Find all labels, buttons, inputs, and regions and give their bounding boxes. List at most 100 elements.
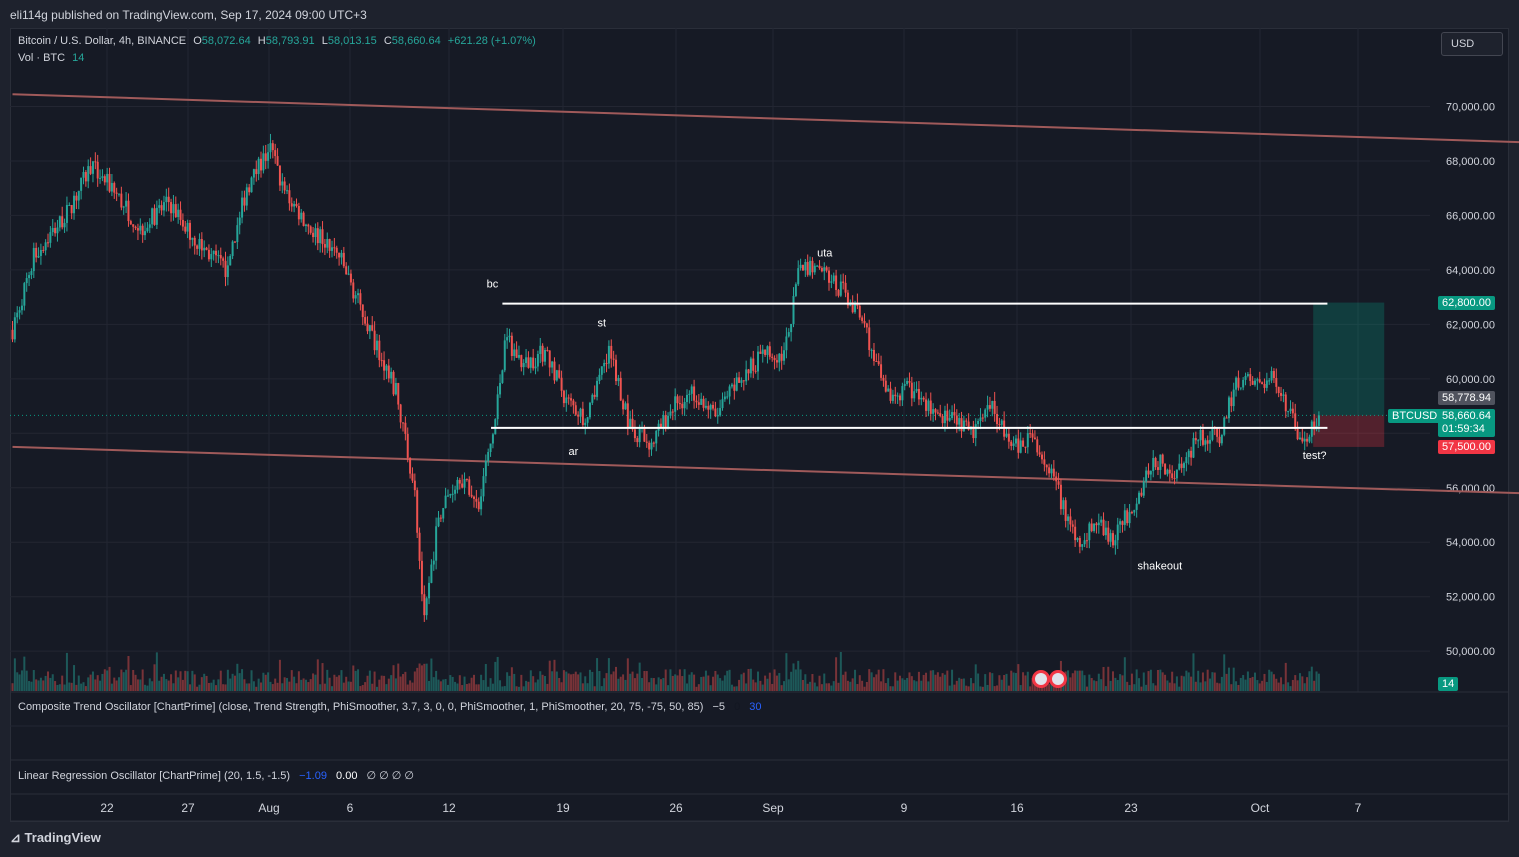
volume-bar [1138, 678, 1141, 691]
candle-body [276, 156, 279, 166]
volume-bar [1216, 682, 1219, 691]
volume-bar [560, 682, 563, 691]
candle-body [790, 323, 793, 333]
volume-bar [1095, 681, 1098, 691]
x-tick-label: 9 [901, 801, 908, 815]
volume-bar [818, 675, 821, 691]
candle-body [757, 351, 759, 372]
channel-lower-line[interactable] [12, 445, 1519, 503]
x-tick-label: 23 [1124, 801, 1138, 815]
volume-bar [271, 684, 274, 691]
volume-bar [820, 684, 823, 691]
volume-bar [198, 684, 201, 691]
position-profit-zone[interactable] [1313, 302, 1385, 416]
volume-bar [300, 679, 303, 691]
volume-bar [399, 676, 402, 691]
linear-regression-oscillator-legend[interactable]: Linear Regression Oscillator [ChartPrime… [18, 769, 414, 782]
candle-body [735, 377, 738, 391]
volume-bar [323, 683, 326, 691]
annotation-test[interactable]: test? [1303, 450, 1327, 462]
candle-body [402, 422, 404, 424]
candle-body [1059, 484, 1062, 510]
candle-body [1090, 523, 1093, 532]
candle-body [891, 394, 894, 401]
published-caption: eli114g published on TradingView.com, Se… [10, 8, 367, 22]
volume-bar [922, 674, 925, 691]
volume-bar [837, 682, 840, 691]
candle-body [470, 494, 473, 497]
volume-bar [901, 678, 904, 691]
volume-bar [371, 683, 374, 691]
candle-body [468, 479, 471, 495]
volume-bar [643, 671, 646, 691]
position-stop-zone[interactable] [1313, 415, 1385, 447]
candle-body [91, 161, 94, 174]
currency-button[interactable]: USD [1441, 32, 1503, 56]
volume-bar [1102, 666, 1105, 691]
candle-body [1064, 500, 1067, 521]
annotation-uta[interactable]: uta [817, 247, 833, 259]
candle-body [200, 238, 203, 251]
volume-bar [475, 684, 478, 691]
volume-bar [446, 684, 449, 691]
annotation-ar[interactable]: ar [569, 446, 579, 458]
candle-body [56, 227, 59, 234]
candle-body [555, 370, 558, 381]
us-flag-event-icon-inner [1052, 673, 1064, 685]
volume-label[interactable]: Vol · BTC [18, 52, 66, 64]
candle-body [532, 357, 535, 369]
candle-body [823, 267, 826, 272]
candle-body [738, 377, 741, 383]
candle-body [357, 293, 360, 296]
volume-bar [402, 674, 404, 691]
candle-body [1251, 380, 1254, 385]
volume-bar [132, 669, 135, 691]
chart-frame[interactable] [10, 28, 1509, 822]
volume-bar [584, 676, 587, 691]
volume-bar [1154, 685, 1157, 691]
volume-bar [929, 670, 932, 691]
candle-body [513, 349, 516, 357]
volume-bar [482, 680, 485, 691]
tradingview-logo[interactable]: ⊿ TradingView [10, 830, 101, 846]
composite-trend-oscillator-legend[interactable]: Composite Trend Oscillator [ChartPrime] … [18, 701, 762, 713]
channel-upper-line[interactable] [12, 93, 1519, 157]
candle-body [366, 323, 369, 332]
volume-bar [428, 680, 431, 691]
volume-bar [1130, 673, 1133, 691]
candle-body [383, 360, 386, 371]
candle-body [702, 398, 705, 408]
candle-body [158, 205, 161, 208]
candle-body [425, 598, 428, 616]
volume-bar [1022, 672, 1025, 691]
volume-bar [1256, 680, 1259, 691]
candle-body [1005, 433, 1008, 437]
annotation-bc[interactable]: bc [487, 278, 499, 290]
candle-body [286, 190, 289, 192]
volume-bar [181, 679, 184, 691]
candle-body [754, 370, 757, 372]
candle-body [610, 345, 613, 359]
candle-body [1007, 433, 1010, 442]
candle-body [1109, 533, 1112, 542]
symbol-title[interactable]: Bitcoin / U.S. Dollar, 4h, BINANCE [18, 35, 187, 47]
volume-bar [390, 675, 393, 691]
volume-bar [1218, 683, 1221, 691]
candle-body [439, 517, 442, 519]
volume-bar [191, 670, 194, 691]
annotation-shakeout[interactable]: shakeout [1138, 560, 1183, 572]
candle-body [1261, 382, 1264, 385]
volume-bar [1263, 673, 1266, 691]
candle-body [1230, 397, 1233, 407]
volume-bar [842, 674, 845, 691]
candle-body [420, 560, 423, 595]
volume-bar [463, 676, 466, 691]
candle-body [342, 252, 345, 267]
candle-body [1277, 386, 1280, 394]
volume-bar [943, 674, 946, 691]
volume-tag: 14 [1438, 677, 1459, 691]
candle-body [759, 351, 762, 354]
annotation-st[interactable]: st [598, 317, 607, 329]
candle-body [515, 349, 518, 358]
